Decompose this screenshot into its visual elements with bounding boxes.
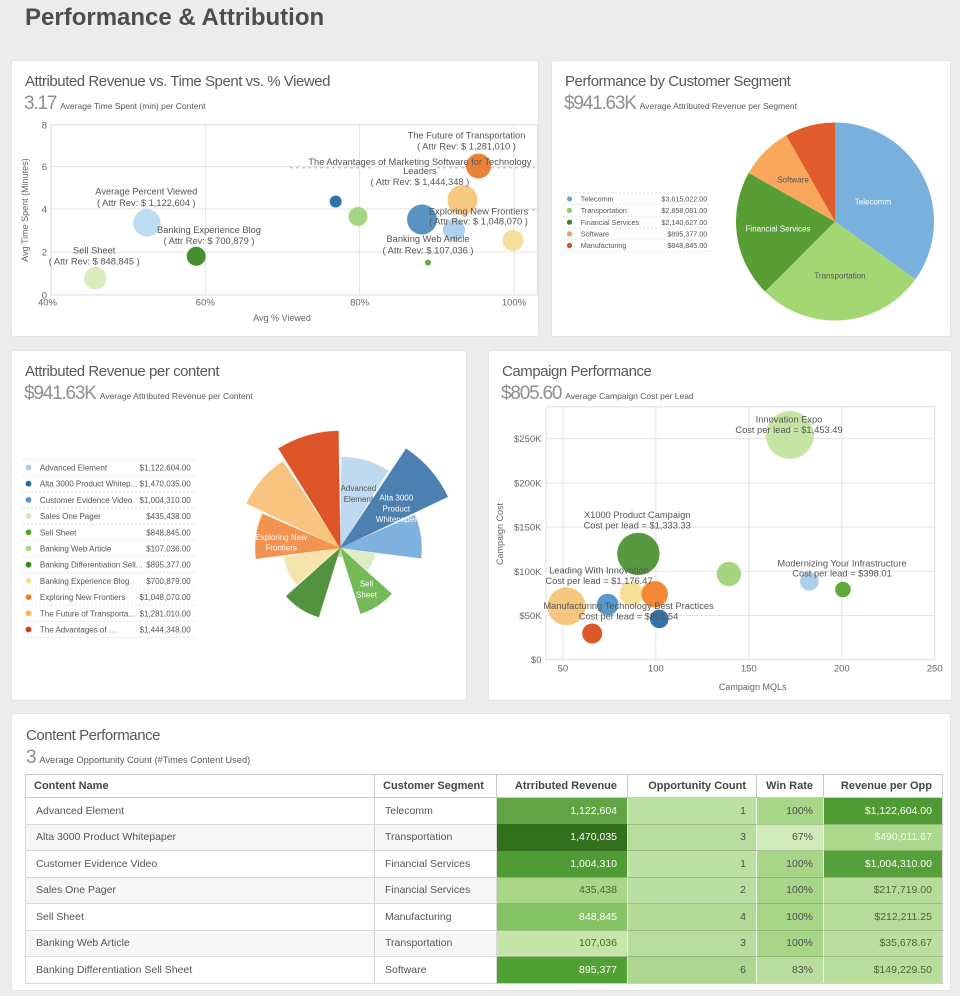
svg-text:Innovation Expo: Innovation Expo [756, 415, 823, 425]
svg-text:Transportation: Transportation [814, 272, 865, 281]
svg-text:Software: Software [581, 230, 609, 239]
svg-text:Element: Element [344, 495, 374, 504]
svg-text:$1,004,310.00: $1,004,310.00 [140, 496, 192, 505]
svg-text:Sales One Pager: Sales One Pager [40, 512, 101, 521]
svg-text:Avg % Viewed: Avg % Viewed [253, 313, 311, 323]
svg-text:$0: $0 [531, 655, 542, 666]
svg-text:$895,377.00: $895,377.00 [667, 230, 707, 239]
svg-text:Financial Services: Financial Services [581, 218, 640, 227]
svg-text:Cost per lead = $1,333.33: Cost per lead = $1,333.33 [584, 520, 691, 530]
svg-text:( Attr Rev: $ 700,879 ): ( Attr Rev: $ 700,879 ) [164, 236, 255, 246]
svg-text:Banking Differentiation Sell..: Banking Differentiation Sell... [40, 561, 143, 570]
svg-text:Manufacturing: Manufacturing [581, 241, 627, 250]
svg-text:$2,858,081.00: $2,858,081.00 [661, 206, 707, 215]
svg-text:Sheet: Sheet [356, 591, 378, 600]
svg-text:4: 4 [42, 204, 47, 215]
svg-text:$3,615,022.00: $3,615,022.00 [661, 194, 707, 203]
svg-text:80%: 80% [350, 298, 370, 309]
svg-text:Cost per lead = $398.01: Cost per lead = $398.01 [792, 569, 892, 579]
svg-text:8: 8 [42, 120, 47, 131]
svg-text:$1,122,604.00: $1,122,604.00 [140, 464, 192, 473]
svg-text:6: 6 [42, 162, 47, 173]
svg-text:100%: 100% [502, 298, 527, 309]
svg-text:$435,438.00: $435,438.00 [146, 512, 191, 521]
svg-text:Campaign Cost: Campaign Cost [495, 502, 505, 565]
svg-text:( Attr Rev: $ 1,281,010 ): ( Attr Rev: $ 1,281,010 ) [417, 142, 516, 152]
svg-text:Manufacturing Technology Best: Manufacturing Technology Best Practices [543, 601, 714, 611]
svg-text:2: 2 [42, 248, 47, 259]
svg-text:Sell: Sell [360, 580, 374, 589]
svg-text:Advanced Element: Advanced Element [40, 464, 108, 473]
svg-text:Banking Experience Blog: Banking Experience Blog [157, 225, 261, 235]
svg-text:The Advantages of ...: The Advantages of ... [40, 626, 116, 635]
svg-text:Advanced: Advanced [341, 484, 377, 493]
svg-text:$848,845.00: $848,845.00 [667, 241, 707, 250]
svg-text:( Attr Rev: $ 848,845 ): ( Attr Rev: $ 848,845 ) [49, 257, 140, 267]
svg-text:Financial Services: Financial Services [746, 225, 811, 234]
svg-text:$895,377.00: $895,377.00 [146, 561, 191, 570]
svg-text:Software: Software [777, 176, 809, 185]
svg-text:$1,281,010.00: $1,281,010.00 [140, 609, 192, 618]
svg-text:The Future of Transportation: The Future of Transportation [408, 131, 526, 141]
svg-text:$107,036.00: $107,036.00 [146, 545, 191, 554]
svg-text:Avg Time Spent (Minutes): Avg Time Spent (Minutes) [20, 158, 30, 261]
svg-text:$50K: $50K [519, 611, 542, 622]
svg-text:Alta 3000: Alta 3000 [379, 494, 413, 503]
svg-text:Telecomm: Telecomm [855, 198, 892, 207]
svg-text:Modernizing Your Infrastructur: Modernizing Your Infrastructure [777, 558, 906, 568]
svg-text:The Future of Transporta...: The Future of Transporta... [40, 609, 135, 618]
svg-text:$700,879.00: $700,879.00 [146, 577, 191, 586]
svg-text:$1,470,035.00: $1,470,035.00 [140, 480, 192, 489]
svg-text:( Attr Rev: $ 107,036 ): ( Attr Rev: $ 107,036 ) [383, 246, 474, 256]
svg-text:Leaders: Leaders [403, 166, 437, 176]
svg-text:Banking Web Article: Banking Web Article [386, 234, 469, 244]
svg-text:( Attr Rev: $ 1,444,348 ): ( Attr Rev: $ 1,444,348 ) [371, 177, 470, 187]
svg-text:Exploring New Frontiers: Exploring New Frontiers [429, 207, 529, 217]
svg-text:Average Percent Viewed: Average Percent Viewed [95, 187, 197, 197]
svg-text:$100K: $100K [514, 567, 542, 578]
svg-text:0: 0 [42, 290, 47, 301]
svg-text:40%: 40% [38, 298, 58, 309]
svg-text:Cost per lead = $861.54: Cost per lead = $861.54 [579, 612, 679, 622]
svg-text:$150K: $150K [514, 523, 542, 534]
svg-text:Frontiers: Frontiers [265, 544, 297, 553]
svg-text:Sell Sheet: Sell Sheet [40, 528, 77, 537]
svg-text:Cost per lead = $1,176.47: Cost per lead = $1,176.47 [545, 576, 652, 586]
svg-text:100: 100 [648, 663, 664, 674]
svg-text:$1,444,348.00: $1,444,348.00 [140, 626, 192, 635]
svg-text:$848,845.00: $848,845.00 [146, 528, 191, 537]
svg-text:Alta 3000 Product Whitep...: Alta 3000 Product Whitep... [40, 480, 137, 489]
svg-text:Customer Evidence Video: Customer Evidence Video [40, 496, 133, 505]
svg-text:$2,140,627.00: $2,140,627.00 [661, 218, 707, 227]
svg-text:Whitepaper: Whitepaper [376, 515, 417, 524]
svg-text:( Attr Rev: $ 1,122,604 ): ( Attr Rev: $ 1,122,604 ) [97, 198, 196, 208]
svg-text:Cost per lead = $1,453.49: Cost per lead = $1,453.49 [735, 425, 842, 435]
svg-text:Product: Product [383, 504, 411, 513]
svg-text:150: 150 [741, 663, 757, 674]
svg-text:200: 200 [834, 663, 850, 674]
svg-text:$250K: $250K [514, 434, 542, 445]
svg-text:Exploring New Frontiers: Exploring New Frontiers [40, 593, 125, 602]
svg-text:Sell Sheet: Sell Sheet [73, 246, 116, 256]
svg-text:Campaign MQLs: Campaign MQLs [719, 682, 787, 692]
svg-text:Telecomm: Telecomm [581, 194, 614, 203]
svg-text:( Attr Rev: $ 1,048,070 ): ( Attr Rev: $ 1,048,070 ) [429, 216, 528, 226]
svg-text:The Advantages of Marketing So: The Advantages of Marketing Software for… [308, 157, 531, 167]
svg-text:Banking Experience Blog: Banking Experience Blog [40, 577, 129, 586]
svg-text:Exploring New: Exploring New [255, 533, 307, 542]
svg-text:$1,048,070.00: $1,048,070.00 [140, 593, 192, 602]
svg-text:$200K: $200K [514, 478, 542, 489]
svg-text:250: 250 [927, 663, 943, 674]
svg-text:60%: 60% [196, 298, 216, 309]
svg-text:X1000 Product Campaign: X1000 Product Campaign [584, 510, 690, 520]
svg-text:Leading With Innovation: Leading With Innovation [549, 566, 649, 576]
svg-text:Banking Web Article: Banking Web Article [40, 545, 112, 554]
svg-text:50: 50 [558, 663, 569, 674]
svg-text:Transportation: Transportation [581, 206, 627, 215]
